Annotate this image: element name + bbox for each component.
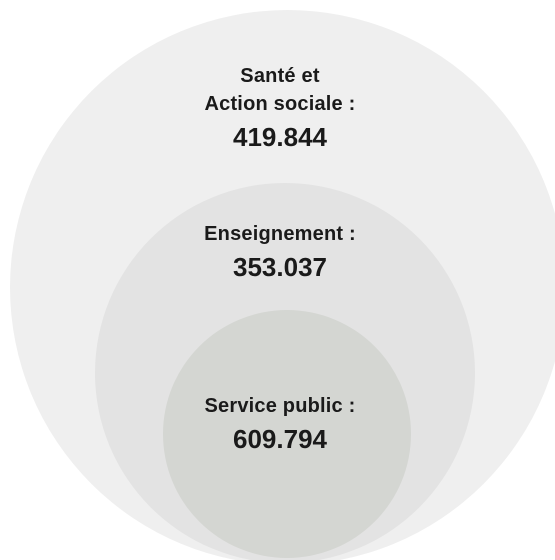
outer-label-line2: Action sociale : [204,93,356,115]
inner-circle-label: Service public : 609.794 [180,392,380,456]
inner-label: Service public : [204,395,356,417]
middle-value: 353.037 [233,252,327,282]
inner-value: 609.794 [233,424,327,454]
outer-label-line1: Santé et [240,65,320,87]
inner-circle-service-public [163,310,411,558]
middle-circle-label: Enseignement : 353.037 [180,220,380,284]
middle-label: Enseignement : [204,223,356,245]
outer-value: 419.844 [233,122,327,152]
outer-circle-label: Santé et Action sociale : 419.844 [180,62,380,154]
